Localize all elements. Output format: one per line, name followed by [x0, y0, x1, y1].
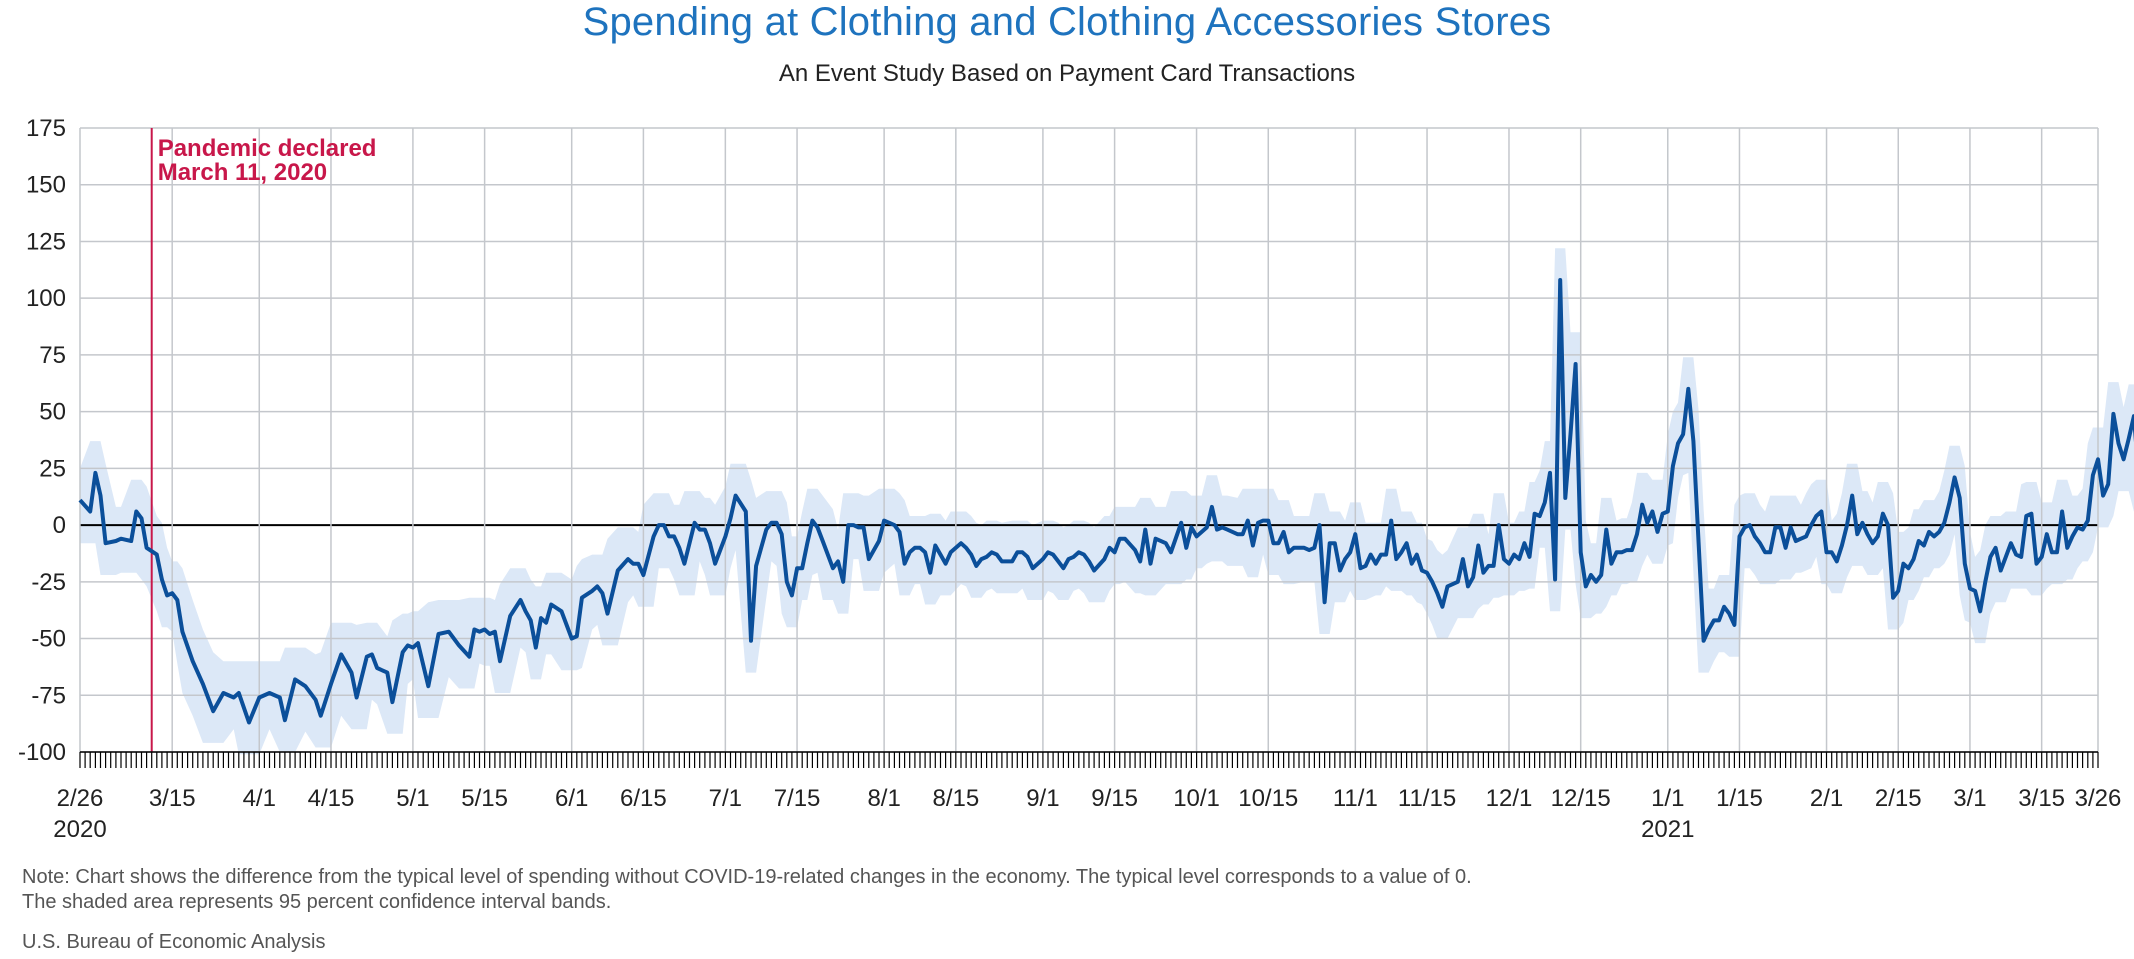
- x-tick-label: 6/1: [555, 785, 588, 812]
- x-tick-label: 11/15: [1398, 785, 1456, 812]
- x-tick-label: 12/1: [1486, 785, 1533, 812]
- x-tick-label: 9/1: [1026, 785, 1059, 812]
- x-tick-label: 3/15: [149, 785, 196, 812]
- x-tick-label: 8/15: [932, 785, 979, 812]
- x-tick-label: 1/1: [1651, 785, 1684, 812]
- confidence-band-layer: [80, 248, 2134, 755]
- axis-layer: 175 150 125 100 75 50 25 0 -25 -50 -75 -100 2/26 2020…: [18, 115, 2121, 843]
- chart-title: Spending at Clothing and Clothing Access…: [582, 0, 1552, 44]
- x-tick-label: 2/26: [57, 785, 104, 812]
- spending-series-line: [78, 278, 2134, 725]
- x-tick-label: 5/15: [461, 785, 508, 812]
- x-tick-label: 4/15: [308, 785, 355, 812]
- y-tick-label: 50: [39, 399, 66, 426]
- grid-layer: [79, 127, 2099, 753]
- x-year-label: 2021: [1641, 816, 1694, 843]
- x-tick-label: 10/1: [1173, 785, 1220, 812]
- series-line-layer: [78, 278, 2134, 725]
- daily-tick-marks: [79, 752, 2099, 768]
- annotation-line-1: Pandemic declared: [158, 135, 377, 162]
- chart-subtitle: An Event Study Based on Payment Card Tra…: [778, 60, 1356, 87]
- x-tick-label: 12/15: [1551, 785, 1611, 812]
- y-tick-label: -25: [31, 569, 66, 596]
- y-tick-label: 75: [39, 342, 66, 369]
- x-tick-label: 2/15: [1875, 785, 1922, 812]
- x-tick-label: 3/1: [1953, 785, 1986, 812]
- x-tick-label: 3/15: [2018, 785, 2065, 812]
- x-year-label: 2020: [53, 816, 106, 843]
- y-tick-label: -50: [31, 626, 66, 653]
- y-tick-label: 175: [26, 115, 66, 142]
- y-tick-label: -100: [18, 739, 66, 766]
- confidence-band: [80, 248, 2134, 755]
- y-tick-label: -75: [31, 682, 66, 709]
- x-tick-label: 1/15: [1716, 785, 1763, 812]
- x-tick-label: 3/26: [2075, 785, 2122, 812]
- x-tick-label: 6/15: [620, 785, 667, 812]
- x-tick-label: 7/1: [709, 785, 742, 812]
- x-tick-label: 7/15: [774, 785, 821, 812]
- source-credit: U.S. Bureau of Economic Analysis: [22, 931, 326, 953]
- x-tick-label: 4/1: [243, 785, 276, 812]
- note-line-1: Note: Chart shows the difference from th…: [22, 866, 1472, 888]
- y-tick-label: 25: [39, 455, 66, 482]
- x-tick-label: 2/1: [1810, 785, 1843, 812]
- x-tick-label: 5/1: [396, 785, 429, 812]
- note-line-2: The shaded area represents 95 percent co…: [22, 891, 612, 913]
- x-tick-label: 9/15: [1091, 785, 1138, 812]
- y-tick-label: 150: [26, 172, 66, 199]
- x-tick-label: 11/1: [1333, 785, 1378, 812]
- y-tick-label: 100: [26, 285, 66, 312]
- y-tick-label: 125: [26, 228, 66, 255]
- x-tick-label: 8/1: [867, 785, 900, 812]
- x-tick-label: 10/15: [1238, 785, 1298, 812]
- annotation-line-2: March 11, 2020: [158, 159, 327, 186]
- y-tick-label: 0: [53, 512, 66, 539]
